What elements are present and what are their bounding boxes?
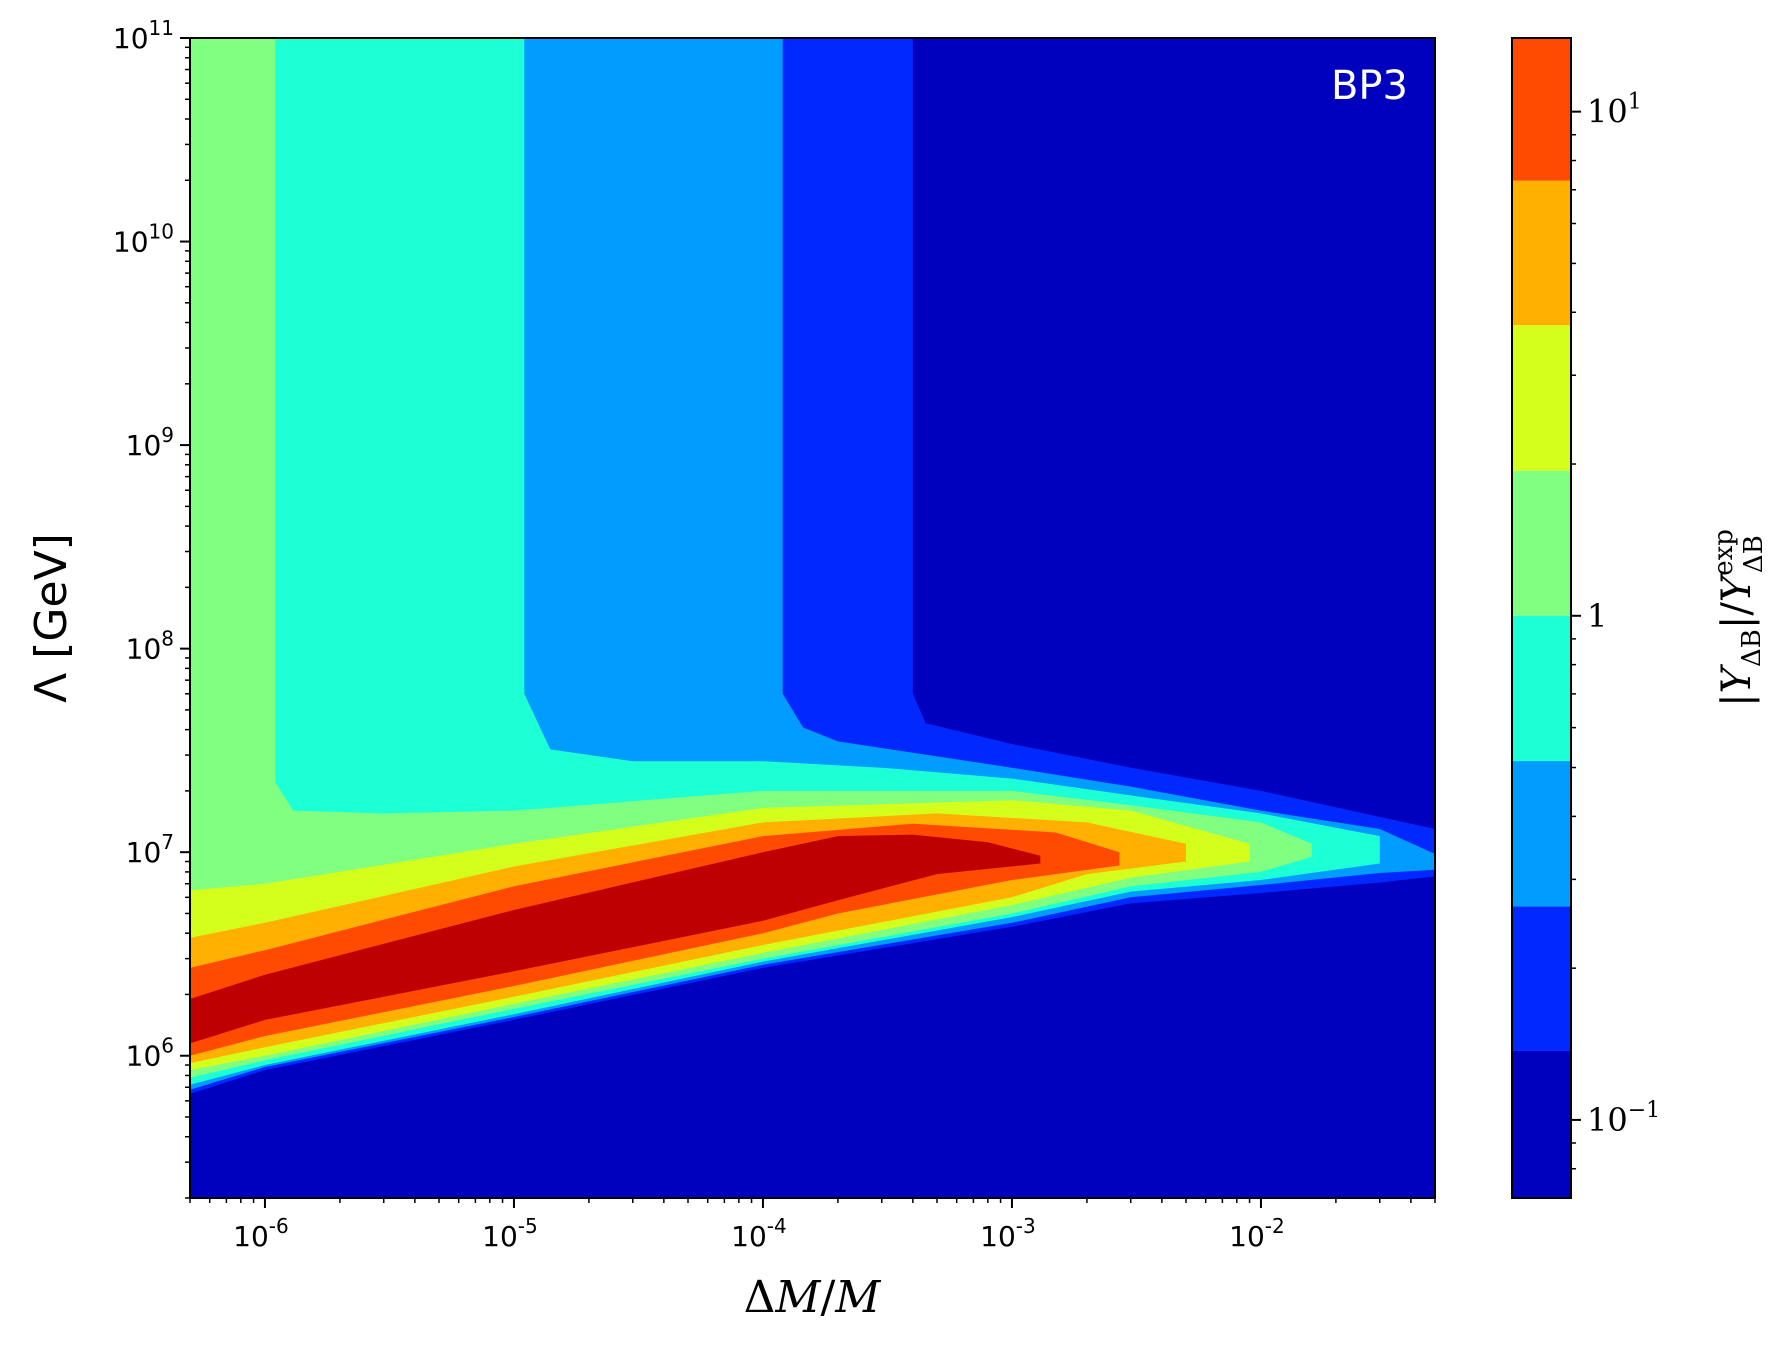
y-axis: 106 107 108 109 1010 1011: [113, 16, 190, 1199]
colorbar-cell: [1512, 180, 1571, 326]
y-tick-label: 1010: [113, 220, 174, 259]
contour-regions: [190, 38, 1435, 1198]
colorbar-frame: [1511, 37, 1572, 1199]
y-tick-label: 108: [126, 627, 174, 666]
colorbar-tick-label: 10−1: [1587, 1098, 1660, 1139]
colorbar-ticks: 10−1 1 101: [1571, 90, 1660, 1170]
x-tick-label: 10-5: [482, 1214, 538, 1253]
y-tick-label: 1011: [113, 16, 174, 55]
colorbar-cell: [1512, 1050, 1571, 1198]
annotation-label: BP3: [1331, 63, 1408, 109]
colorbar-tick-label: 101: [1587, 90, 1642, 131]
colorbar: [1512, 38, 1571, 1198]
colorbar-cell: [1512, 470, 1571, 616]
contour-region-level-8: [190, 834, 1041, 1044]
colorbar-tick-label: 1: [1587, 597, 1607, 635]
plot-frame: [189, 37, 1436, 1199]
colorbar-cell: [1512, 761, 1571, 907]
x-axis: 10-6 10-5 10-4 10-3 10-2: [189, 1198, 1436, 1253]
x-axis-label: ΔM/M: [744, 1272, 882, 1323]
y-tick-label: 109: [126, 423, 174, 462]
y-axis-label: Λ [GeV]: [26, 533, 77, 703]
colorbar-cell: [1512, 38, 1571, 181]
x-tick-label: 10-3: [980, 1214, 1036, 1253]
x-tick-label: 10-6: [233, 1214, 289, 1253]
colorbar-cell: [1512, 615, 1571, 762]
y-tick-label: 107: [126, 830, 174, 869]
x-tick-label: 10-2: [1229, 1214, 1285, 1253]
colorbar-label: |YΔB|/YexpΔB: [1709, 529, 1769, 707]
colorbar-cell: [1512, 906, 1571, 1051]
colorbar-cell: [1512, 325, 1571, 471]
y-tick-label: 106: [126, 1034, 174, 1073]
x-tick-label: 10-4: [731, 1214, 787, 1253]
